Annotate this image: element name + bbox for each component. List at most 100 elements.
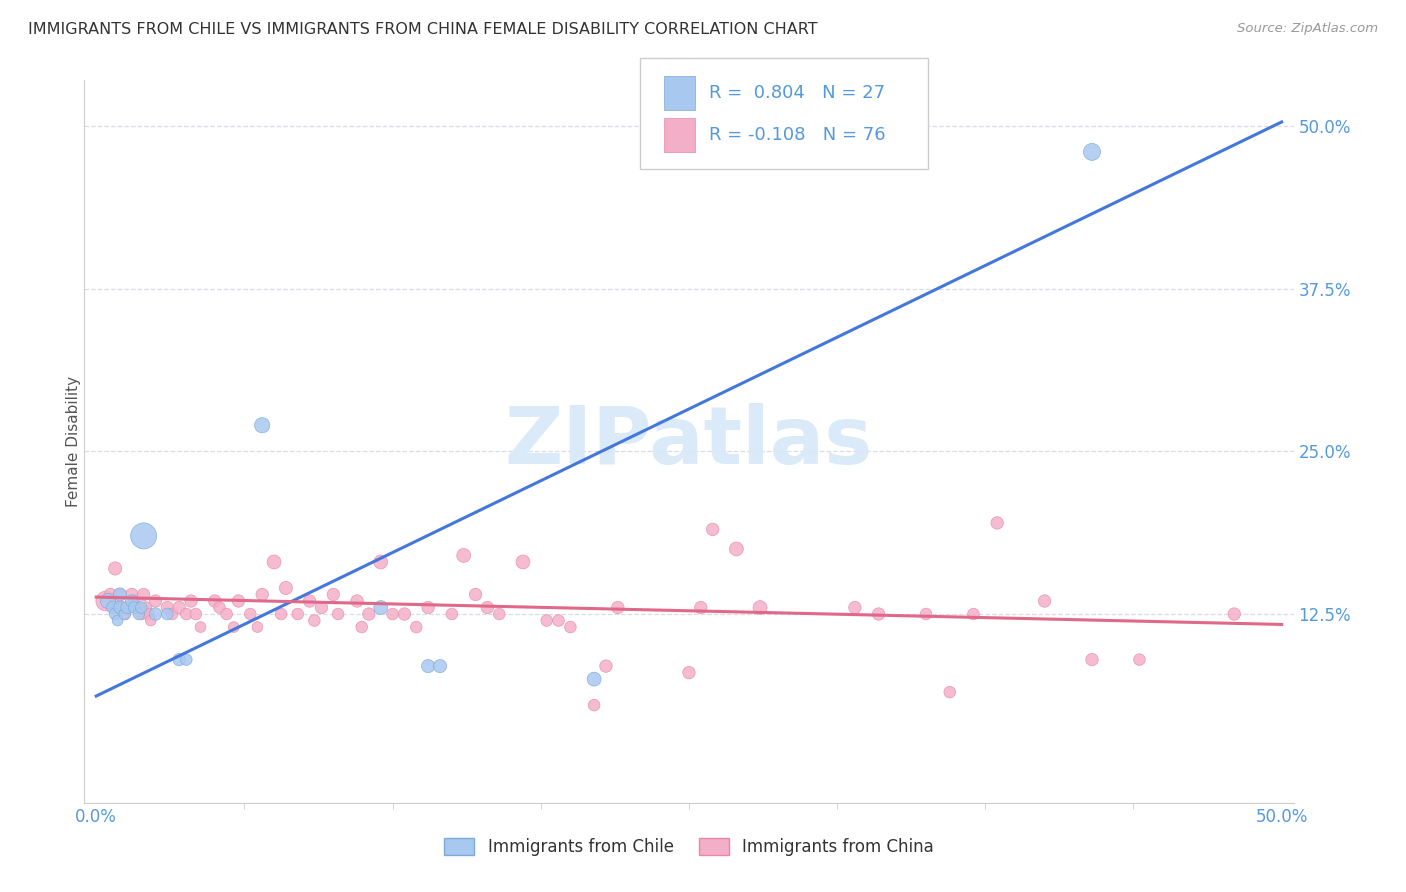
Y-axis label: Female Disability: Female Disability [66,376,80,508]
Point [1081,145,1104,159]
Point [357,607,380,621]
Point [678,665,700,680]
Point [176,652,198,666]
Point [844,600,866,615]
Point [536,614,558,628]
Point [138,607,160,621]
Legend: Immigrants from Chile, Immigrants from China: Immigrants from Chile, Immigrants from C… [437,831,941,863]
Point [250,418,273,433]
Text: R =  0.804   N = 27: R = 0.804 N = 27 [709,84,884,102]
Point [222,620,245,634]
Point [208,600,231,615]
Point [560,620,582,634]
Point [115,600,138,615]
Point [104,607,127,621]
Point [418,659,440,673]
Point [122,594,145,608]
Point [477,600,499,615]
Point [167,652,190,666]
Point [129,607,152,621]
Point [239,607,262,621]
Point [394,607,416,621]
Point [453,549,475,563]
Point [94,594,117,608]
Point [298,594,321,608]
Point [287,607,309,621]
Point [115,600,138,615]
Point [246,620,269,634]
Point [121,594,143,608]
Point [370,600,392,615]
Point [326,607,349,621]
Point [488,607,510,621]
Point [228,594,250,608]
Point [104,561,127,575]
Point [128,607,150,621]
Point [100,587,122,601]
Point [405,620,427,634]
Text: R = -0.108   N = 76: R = -0.108 N = 76 [709,126,886,144]
Point [512,555,534,569]
Point [132,587,155,601]
Text: IMMIGRANTS FROM CHILE VS IMMIGRANTS FROM CHINA FEMALE DISABILITY CORRELATION CHA: IMMIGRANTS FROM CHILE VS IMMIGRANTS FROM… [28,22,818,37]
Point [167,600,190,615]
Point [111,600,134,615]
Point [350,620,373,634]
Point [962,607,984,621]
Point [107,600,129,615]
Point [114,607,136,621]
Point [204,594,226,608]
Point [915,607,938,621]
Point [101,600,124,615]
Point [263,555,285,569]
Point [370,555,392,569]
Point [108,600,131,615]
Point [128,600,150,615]
Point [114,607,136,621]
Point [986,516,1008,530]
Point [156,600,179,615]
Point [160,607,183,621]
Point [190,620,212,634]
Point [145,607,167,621]
Point [145,594,167,608]
Point [129,600,152,615]
Point [250,587,273,601]
Point [107,614,129,628]
Point [749,600,772,615]
Text: ZIPatlas: ZIPatlas [505,402,873,481]
Point [418,600,440,615]
Point [1223,607,1246,621]
Point [1128,652,1150,666]
Point [868,607,890,621]
Point [108,587,131,601]
Point [108,587,131,601]
Point [176,607,198,621]
Point [180,594,202,608]
Point [156,607,179,621]
Point [270,607,292,621]
Point [689,600,711,615]
Point [139,614,162,628]
Point [135,600,157,615]
Point [311,600,333,615]
Point [381,607,404,621]
Point [97,594,120,608]
Point [725,541,748,556]
Point [346,594,368,608]
Point [583,698,606,713]
Point [122,600,145,615]
Point [304,614,326,628]
Point [1081,652,1104,666]
Point [215,607,238,621]
Text: Source: ZipAtlas.com: Source: ZipAtlas.com [1237,22,1378,36]
Point [184,607,207,621]
Point [132,529,155,543]
Point [121,587,143,601]
Point [274,581,297,595]
Point [1033,594,1056,608]
Point [595,659,617,673]
Point [322,587,344,601]
Point [429,659,451,673]
Point [464,587,486,601]
